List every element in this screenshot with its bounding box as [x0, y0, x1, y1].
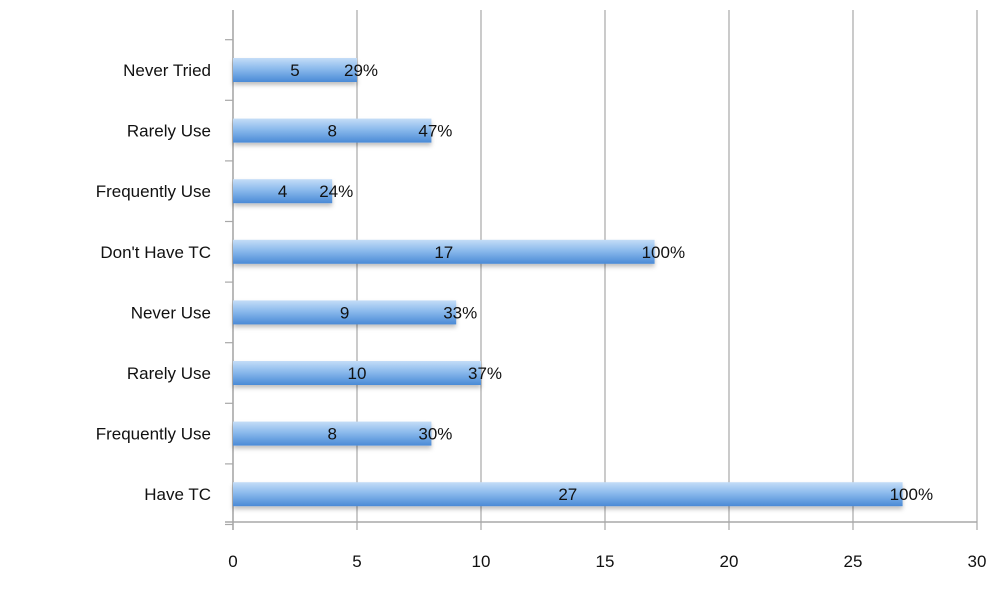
category-label: Frequently Use: [96, 182, 211, 201]
percent-label: 33%: [443, 303, 477, 322]
bar: [233, 58, 357, 82]
category-label: Never Use: [131, 303, 211, 322]
value-label: 17: [434, 243, 453, 262]
percent-label: 100%: [890, 485, 933, 504]
percent-label: 24%: [319, 182, 353, 201]
percent-label: 47%: [418, 122, 452, 141]
x-tick-label: 15: [596, 552, 615, 571]
bar: [233, 421, 432, 446]
category-label: Don't Have TC: [100, 243, 211, 262]
bar: [233, 361, 481, 385]
bar: [233, 482, 903, 507]
category-label: Have TC: [144, 485, 211, 504]
value-label: 4: [278, 182, 287, 201]
x-tick-label: 10: [472, 552, 491, 571]
category-label: Never Tried: [123, 61, 211, 80]
x-tick-label: 0: [228, 552, 237, 571]
percent-label: 30%: [418, 425, 452, 444]
value-label: 8: [327, 122, 336, 141]
value-label: 10: [348, 364, 367, 383]
percent-label: 29%: [344, 61, 378, 80]
category-label: Rarely Use: [127, 122, 211, 141]
category-label: Frequently Use: [96, 425, 211, 444]
bar: [233, 118, 432, 143]
x-tick-label: 25: [844, 552, 863, 571]
x-tick-label: 30: [968, 552, 987, 571]
percent-label: 100%: [642, 243, 685, 262]
value-label: 9: [340, 303, 349, 322]
bar: [233, 179, 333, 204]
bar: [233, 300, 457, 325]
category-label: Rarely Use: [127, 364, 211, 383]
x-tick-label: 20: [720, 552, 739, 571]
value-label: 5: [290, 61, 299, 80]
bar: [233, 239, 655, 264]
x-tick-label: 5: [352, 552, 361, 571]
value-label: 8: [327, 425, 336, 444]
value-label: 27: [558, 485, 577, 504]
percent-label: 37%: [468, 364, 502, 383]
